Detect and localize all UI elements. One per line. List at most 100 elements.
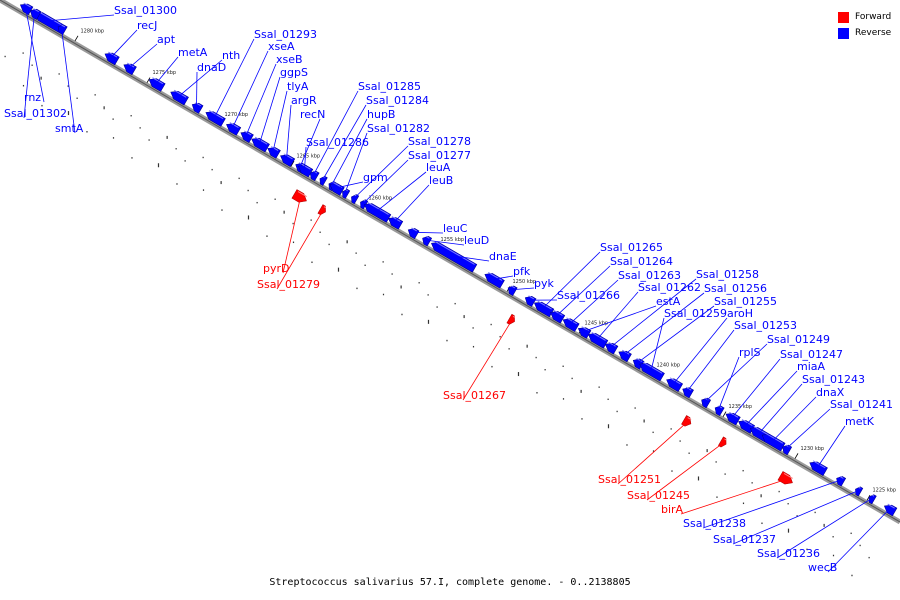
gene-arrow[interactable] (532, 299, 555, 318)
gene-label[interactable]: Ssal_01277 (408, 149, 471, 162)
gene-label[interactable]: leuD (464, 234, 489, 247)
gene-arrow[interactable] (18, 1, 34, 16)
gene-label[interactable]: Ssal_01264 (610, 255, 673, 268)
gene-label[interactable]: leuA (426, 161, 451, 174)
gene-label[interactable]: gpm (363, 171, 388, 184)
gene-arrow[interactable] (882, 502, 898, 517)
gene-label[interactable]: recJ (137, 19, 157, 32)
gene-label[interactable]: xseB (276, 53, 303, 66)
gene-arrow[interactable] (122, 61, 137, 76)
gene-label[interactable]: Ssal_01241 (830, 398, 893, 411)
gene-label[interactable]: Ssal_01249 (767, 333, 830, 346)
gene-arrow[interactable] (724, 410, 741, 426)
gene-label[interactable]: Ssal_01293 (254, 28, 317, 41)
gene-label[interactable]: smtA (55, 122, 84, 135)
gene-label[interactable]: Ssal_01284 (366, 94, 429, 107)
gene-arrow[interactable] (713, 404, 725, 417)
gene-arrow[interactable] (617, 348, 632, 363)
gene-label[interactable]: hupB (367, 108, 395, 121)
gene-arrow[interactable] (561, 316, 580, 332)
gene-label[interactable]: Ssal_01285 (358, 80, 421, 93)
gene-arrow[interactable] (278, 152, 296, 167)
gene-label[interactable]: aroH (727, 307, 753, 320)
gene-arrow[interactable] (168, 88, 189, 106)
gene-label[interactable]: miaA (797, 360, 826, 373)
gene-arrow[interactable] (147, 76, 166, 92)
gene-label[interactable]: Ssal_01267 (443, 389, 506, 402)
gene-label[interactable]: metA (178, 46, 208, 59)
gene-arrow[interactable] (603, 340, 619, 355)
gene-label[interactable]: pyrD (263, 262, 290, 275)
gene-label[interactable]: xseA (268, 40, 295, 53)
gene-label[interactable]: Ssal_01279 (257, 278, 320, 291)
gene-arrow[interactable] (664, 376, 684, 392)
gene-label[interactable]: Ssal_01237 (713, 533, 776, 546)
gene-arrow[interactable] (103, 50, 120, 66)
gene-label[interactable]: pyk (534, 277, 554, 290)
gene-label[interactable]: Ssal_01282 (367, 122, 430, 135)
gene-arrow[interactable] (483, 270, 505, 289)
gene-label[interactable]: Ssal_01258 (696, 268, 759, 281)
gene-label[interactable]: apt (157, 33, 176, 46)
gene-arrow[interactable] (318, 175, 328, 186)
gene-label[interactable]: Ssal_01262 (638, 281, 701, 294)
gene-label[interactable]: Ssal_01259 (664, 307, 727, 320)
gene-arrow[interactable] (340, 188, 351, 199)
gene-label[interactable]: leuB (429, 174, 453, 187)
gene-arrow[interactable] (718, 436, 728, 449)
gene-label[interactable]: rnz (24, 91, 41, 104)
gene-label[interactable]: estA (656, 295, 681, 308)
gene-arrow[interactable] (586, 330, 609, 349)
gene-label[interactable]: dnaE (489, 250, 517, 263)
gene-label[interactable]: dnaX (816, 386, 845, 399)
gene-label[interactable]: Ssal_01255 (714, 295, 777, 308)
gene-arrow[interactable] (239, 129, 254, 143)
gene-label[interactable]: Ssal_01263 (618, 269, 681, 282)
gene-label[interactable]: Ssal_01251 (598, 473, 661, 486)
gene-label[interactable]: Ssal_01286 (306, 136, 369, 149)
gene-arrow[interactable] (548, 308, 566, 324)
gene-label[interactable]: metK (845, 415, 875, 428)
gene-label[interactable]: Ssal_01278 (408, 135, 471, 148)
gene-arrow[interactable] (296, 162, 314, 178)
gene-arrow[interactable] (420, 234, 433, 247)
gene-label[interactable]: wecB (808, 561, 837, 574)
gene-arrow[interactable] (362, 201, 392, 223)
gene-arrow[interactable] (28, 7, 42, 20)
gene-arrow[interactable] (429, 239, 478, 273)
gene-label[interactable]: Ssal_01238 (683, 517, 746, 530)
gene-arrow[interactable] (317, 204, 328, 217)
gene-label[interactable]: tlyA (287, 80, 309, 93)
gene-label[interactable]: Ssal_01245 (627, 489, 690, 502)
gene-label[interactable]: Ssal_01243 (802, 373, 865, 386)
gene-arrow[interactable] (736, 418, 756, 434)
gene-label[interactable]: argR (291, 94, 317, 107)
gene-label[interactable]: dnaD (197, 61, 226, 74)
gene-label[interactable]: nth (222, 49, 240, 62)
gene-arrow[interactable] (56, 23, 68, 35)
gene-label[interactable]: Ssal_01256 (704, 282, 767, 295)
gene-label[interactable]: Ssal_01236 (757, 547, 820, 560)
gene-arrow[interactable] (506, 313, 517, 326)
gene-arrow[interactable] (760, 431, 786, 452)
gene-label[interactable]: leuC (443, 222, 468, 235)
gene-label[interactable]: Ssal_01253 (734, 319, 797, 332)
gene-arrow[interactable] (631, 356, 645, 370)
gene-arrow[interactable] (638, 360, 665, 382)
gene-label[interactable]: pfk (513, 265, 531, 278)
gene-arrow[interactable] (386, 214, 404, 230)
gene-label[interactable]: Ssal_01300 (114, 4, 177, 17)
gene-label[interactable]: Ssal_01265 (600, 241, 663, 254)
gene-label[interactable]: Ssal_01266 (557, 289, 620, 302)
gene-arrow[interactable] (506, 284, 518, 296)
gene-label[interactable]: ggpS (280, 66, 308, 79)
gene-arrow[interactable] (266, 145, 281, 159)
gene-arrow[interactable] (406, 226, 420, 240)
gene-label[interactable]: recN (300, 108, 325, 121)
gene-arrow[interactable] (523, 294, 537, 307)
gene-label[interactable]: birA (661, 503, 684, 516)
gene-arrow[interactable] (681, 415, 693, 429)
gene-arrow[interactable] (291, 189, 309, 206)
gene-label[interactable]: Ssal_01247 (780, 348, 843, 361)
gene-label[interactable]: Ssal_01302 (4, 107, 67, 120)
